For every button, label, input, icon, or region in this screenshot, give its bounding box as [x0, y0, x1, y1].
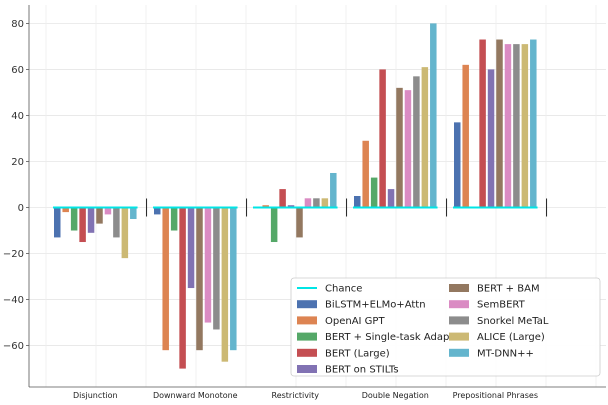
legend-swatch [449, 300, 469, 309]
bar [413, 76, 420, 208]
bar [496, 39, 503, 208]
bar [279, 189, 286, 208]
y-tick-label: −40 [3, 295, 24, 306]
legend-label: BiLSTM+ELMo+Attn [325, 300, 426, 311]
bar [304, 198, 312, 208]
legend-swatch [297, 365, 317, 373]
y-tick-label: −60 [3, 341, 24, 352]
bar [87, 207, 95, 233]
x-tick-label: Disjunction [73, 391, 118, 400]
bar [96, 207, 103, 224]
legend-swatch [449, 332, 469, 341]
bar [179, 207, 186, 369]
x-tick-labels: Disjunction Downward Monotone Restrictivit… [73, 391, 538, 400]
bar [404, 90, 412, 208]
legend-swatch [449, 316, 469, 325]
bar [370, 177, 378, 208]
y-tick-label: 40 [11, 111, 24, 122]
y-tick-label: 80 [11, 19, 24, 30]
legend-label: ALICE (Large) [477, 332, 545, 343]
bars [54, 23, 537, 369]
legend-label: BERT + Single-task Adapters [325, 332, 469, 343]
bar [396, 87, 403, 208]
bar [54, 207, 61, 238]
legend-label: MT-DNN++ [477, 348, 534, 359]
bar [154, 207, 161, 215]
y-tick-label: −20 [3, 249, 24, 260]
bar [270, 207, 278, 243]
x-tick-label: Double Negation [362, 391, 429, 400]
bar [113, 207, 120, 238]
bar [62, 207, 69, 213]
bar [387, 189, 395, 208]
bar [130, 207, 137, 220]
bar [487, 69, 495, 208]
y-tick-label: 60 [11, 65, 24, 76]
legend-label: OpenAI GPT [325, 316, 385, 327]
legend-label: BERT on STILTs [325, 365, 399, 376]
bar [354, 196, 361, 208]
bar [521, 44, 529, 208]
bar [421, 67, 429, 208]
legend-swatch [297, 348, 317, 357]
legend-box [290, 277, 601, 377]
bar [321, 198, 329, 208]
bar [79, 207, 86, 243]
bar [330, 172, 337, 208]
legend-label: Chance [325, 284, 362, 295]
bar [221, 207, 229, 362]
bar [230, 207, 237, 351]
legend-swatch [449, 284, 469, 292]
bar [430, 23, 437, 208]
legend-swatch [297, 300, 317, 309]
x-tick-label: Restrictivity [272, 391, 320, 400]
bar [187, 207, 195, 289]
bar [462, 64, 469, 208]
bar [196, 207, 203, 351]
bar [262, 205, 269, 208]
bar [313, 198, 320, 208]
bar [454, 122, 461, 208]
legend-swatch [297, 316, 317, 325]
legend-swatch [449, 348, 469, 357]
legend-swatch [297, 332, 317, 341]
bar [104, 207, 112, 215]
y-tick-label: 20 [11, 157, 24, 168]
bar [70, 207, 78, 231]
bar [379, 69, 386, 208]
legend: Chance BiLSTM+ELMo+Attn OpenAI GPT BERT + S… [290, 277, 601, 377]
x-tick-label: Downward Monotone [153, 391, 238, 400]
bar [530, 39, 537, 208]
bar [162, 207, 169, 351]
bar [204, 207, 212, 323]
bar [479, 39, 486, 208]
bar [170, 207, 178, 231]
legend-label: BERT + BAM [477, 284, 540, 295]
bar [504, 44, 512, 208]
y-tick-label: 0 [18, 203, 24, 214]
legend-label: Snorkel MeTaL [477, 316, 549, 327]
x-tick-label: Prepositional Phrases [453, 391, 538, 400]
chance-lines [53, 198, 548, 217]
legend-label: BERT (Large) [325, 348, 390, 359]
bar [121, 207, 129, 259]
bar [287, 205, 295, 208]
bar [296, 207, 303, 238]
y-ticks: −60 −40 −20 0 20 40 60 80 [3, 19, 29, 352]
bar [362, 140, 369, 208]
axes [28, 5, 606, 388]
legend-label: SemBERT [477, 300, 526, 311]
bar [213, 207, 220, 330]
bar [513, 44, 520, 208]
